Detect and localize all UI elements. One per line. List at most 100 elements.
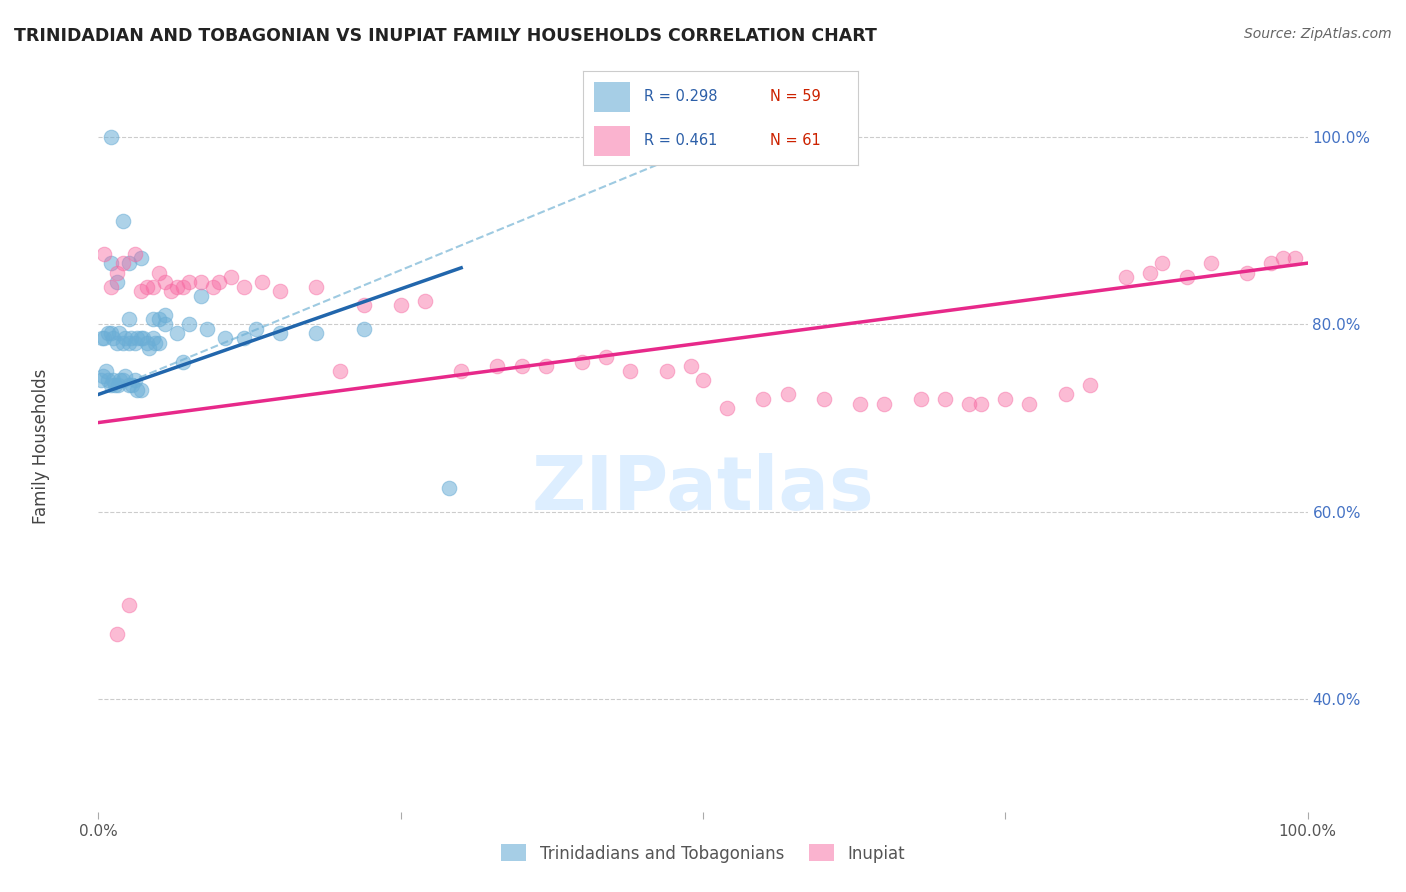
Point (1078, 378, 1101, 392)
Point (716, 401, 738, 416)
Point (91, 368, 114, 383)
Point (97, 326, 120, 341)
Point (873, 397, 896, 411)
FancyBboxPatch shape (595, 82, 630, 112)
Point (269, 326, 291, 341)
Point (118, 378, 141, 392)
Point (655, 364, 678, 378)
Point (101, 331, 124, 345)
Point (179, 317, 201, 331)
Point (534, 359, 557, 374)
Point (142, 279, 165, 293)
Point (208, 275, 231, 289)
Point (120, 331, 142, 345)
Point (129, 331, 152, 345)
Point (1284, 252, 1306, 266)
FancyBboxPatch shape (595, 126, 630, 156)
Point (692, 373, 714, 387)
Point (124, 246, 146, 260)
Point (1199, 256, 1222, 270)
Point (619, 364, 641, 378)
Point (849, 397, 872, 411)
Point (138, 341, 160, 355)
Point (813, 392, 835, 406)
Point (1175, 270, 1198, 285)
Text: Source: ZipAtlas.com: Source: ZipAtlas.com (1244, 27, 1392, 41)
Point (100, 256, 122, 270)
Point (450, 364, 472, 378)
Text: N = 59: N = 59 (770, 89, 821, 104)
Point (124, 335, 146, 350)
Point (111, 256, 134, 270)
Point (195, 322, 218, 336)
Point (232, 279, 254, 293)
Point (232, 331, 254, 345)
Point (93, 331, 115, 345)
Point (111, 335, 134, 350)
Point (413, 293, 436, 308)
Point (114, 331, 136, 345)
Text: TRINIDADIAN AND TOBAGONIAN VS INUPIAT FAMILY HOUSEHOLDS CORRELATION CHART: TRINIDADIAN AND TOBAGONIAN VS INUPIAT FA… (14, 27, 877, 45)
Point (135, 279, 157, 293)
Point (118, 335, 141, 350)
Point (148, 312, 170, 326)
Point (190, 289, 212, 303)
Point (129, 252, 152, 266)
Point (90, 373, 112, 387)
Point (172, 279, 194, 293)
Point (994, 392, 1017, 406)
Point (111, 373, 134, 387)
Point (245, 322, 267, 336)
Point (91, 331, 114, 345)
Point (129, 383, 152, 397)
Text: ZIPatlas: ZIPatlas (531, 453, 875, 526)
Point (118, 312, 141, 326)
Point (1018, 397, 1040, 411)
Point (148, 266, 170, 280)
Point (105, 266, 128, 280)
Point (100, 129, 122, 144)
Point (305, 279, 328, 293)
Point (437, 481, 460, 495)
Point (353, 322, 375, 336)
Point (970, 397, 993, 411)
Point (1272, 252, 1295, 266)
Point (910, 392, 932, 406)
Point (143, 335, 166, 350)
Legend: Trinidadians and Tobagonians, Inupiat: Trinidadians and Tobagonians, Inupiat (495, 838, 911, 869)
Point (250, 275, 273, 289)
Text: R = 0.461: R = 0.461 (644, 133, 717, 148)
Point (1236, 266, 1258, 280)
Point (679, 359, 702, 374)
Point (179, 275, 201, 289)
Point (148, 335, 170, 350)
Point (124, 373, 146, 387)
Point (127, 331, 149, 345)
Point (776, 387, 799, 401)
Point (135, 335, 157, 350)
Point (105, 335, 128, 350)
Point (108, 326, 131, 341)
Point (100, 326, 122, 341)
Point (329, 364, 352, 378)
Point (166, 279, 188, 293)
Point (160, 285, 183, 299)
Point (202, 279, 225, 293)
Text: N = 61: N = 61 (770, 133, 821, 148)
Point (101, 373, 124, 387)
Point (114, 368, 136, 383)
Point (127, 383, 149, 397)
Point (107, 378, 129, 392)
Point (1054, 387, 1077, 401)
Point (132, 331, 155, 345)
Point (100, 378, 122, 392)
Point (108, 373, 131, 387)
Point (172, 354, 194, 368)
Point (353, 298, 375, 312)
Y-axis label: Family Households: Family Households (32, 368, 51, 524)
Point (190, 275, 212, 289)
Point (94, 364, 117, 378)
Point (97, 373, 120, 387)
Point (100, 279, 122, 293)
Point (934, 392, 956, 406)
